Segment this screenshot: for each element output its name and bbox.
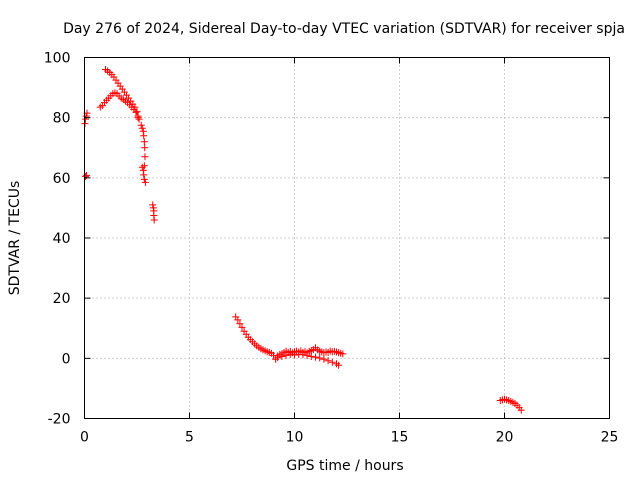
y-tick-label: 80: [53, 111, 71, 127]
y-tick-label: 100: [44, 51, 71, 67]
data-point-marker: [140, 132, 148, 140]
data-point-marker: [137, 121, 145, 129]
data-point-marker: [131, 103, 139, 111]
chart-title: Day 276 of 2024, Sidereal Day-to-day VTE…: [63, 21, 625, 37]
data-point-marker: [299, 351, 307, 359]
data-point-marker: [282, 351, 290, 359]
data-point-marker: [270, 351, 277, 359]
x-tick-label: 15: [391, 430, 409, 446]
data-point-marker: [324, 357, 332, 365]
data-point-marker: [132, 108, 140, 116]
data-point-marker: [303, 351, 311, 359]
axes: 0 5 10 15 20 25 -20 0 20 40 60 80 100: [44, 51, 619, 446]
data-point-marker: [141, 144, 149, 152]
data-point-marker: [335, 361, 343, 369]
data-point-marker: [339, 350, 347, 358]
data-point-marker: [82, 112, 90, 120]
data-point-marker: [82, 115, 90, 123]
y-tick-label: -20: [48, 412, 71, 428]
data-point-marker: [140, 171, 148, 179]
y-tick-label: 60: [53, 171, 71, 187]
data-point-marker: [135, 115, 143, 123]
x-tick-label: 5: [185, 430, 194, 446]
y-axis-label: SDTVAR / TECUs: [7, 181, 23, 296]
data-point-marker: [141, 178, 149, 186]
data-point-marker: [278, 353, 286, 361]
data-point-marker: [291, 351, 298, 359]
data-point-marker: [133, 108, 141, 116]
data-point-marker: [150, 216, 158, 224]
x-tick-label: 10: [286, 430, 304, 446]
data-point-marker: [238, 323, 246, 331]
data-point-marker: [82, 172, 90, 180]
y-tick-label: 40: [53, 231, 71, 247]
x-axis-label: GPS time / hours: [286, 458, 403, 474]
data-point-marker: [138, 163, 146, 171]
data-point-marker: [312, 353, 319, 361]
data-point-marker: [328, 358, 336, 366]
data-point-marker: [134, 114, 142, 122]
y-tick-label: 20: [53, 291, 71, 307]
x-tick-label: 0: [80, 430, 89, 446]
data-point-marker: [140, 138, 148, 146]
data-point-marker: [141, 153, 149, 161]
plot-frame: [84, 57, 610, 419]
x-tick-label: 25: [601, 430, 619, 446]
data-point-marker: [517, 406, 525, 414]
y-tick-label: 0: [62, 351, 71, 367]
grid-lines: [84, 57, 610, 419]
data-point-marker: [149, 201, 157, 209]
data-point-marker: [274, 354, 282, 362]
data-point-marker: [320, 355, 328, 363]
data-points: [81, 66, 525, 414]
data-point-marker: [138, 124, 146, 132]
data-point-marker: [236, 320, 244, 328]
data-point-marker: [316, 354, 324, 362]
data-point-marker: [307, 353, 315, 361]
data-point-marker: [140, 175, 148, 183]
x-tick-label: 20: [496, 430, 514, 446]
data-point-marker: [234, 316, 242, 324]
data-point-marker: [286, 350, 294, 358]
